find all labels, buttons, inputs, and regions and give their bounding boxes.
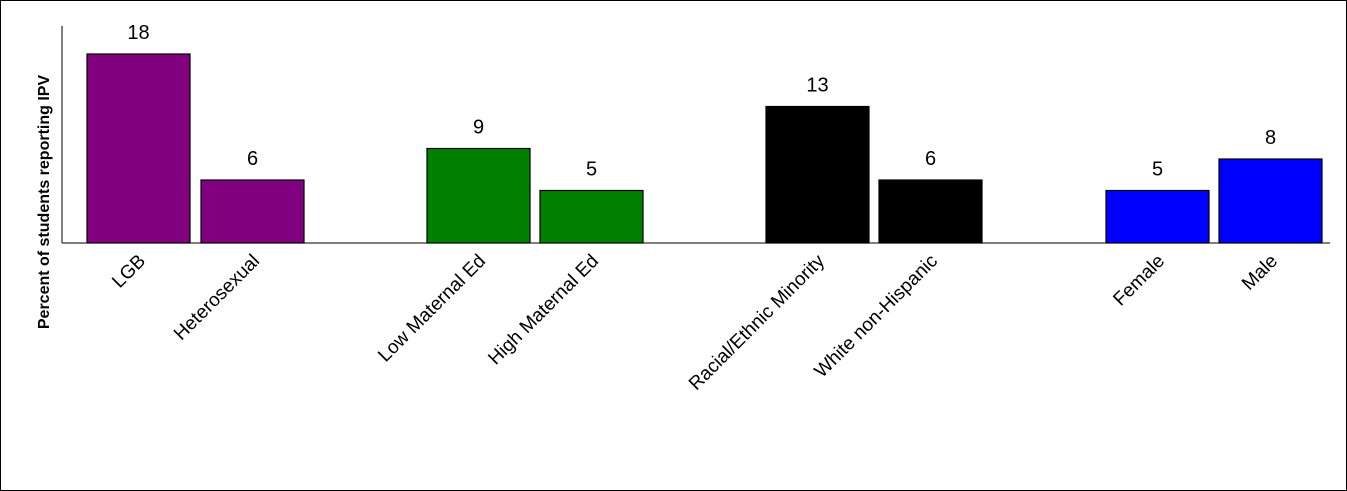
category-tick-label: Racial/Ethnic Minority bbox=[685, 250, 829, 394]
data-label: 13 bbox=[806, 75, 828, 97]
data-label: 9 bbox=[473, 117, 484, 139]
data-label: 5 bbox=[586, 159, 597, 181]
category-tick-label: Heterosexual bbox=[170, 251, 264, 345]
category-tick-label: Low Maternal Ed bbox=[374, 251, 490, 367]
bar-heterosexual bbox=[200, 179, 305, 244]
data-label: 8 bbox=[1265, 127, 1276, 149]
category-tick-label: Male bbox=[1238, 251, 1282, 295]
category-tick-label: Female bbox=[1109, 251, 1169, 311]
category-tick-label: LGB bbox=[108, 251, 150, 293]
bar-lgb bbox=[86, 53, 191, 244]
data-labels: 18 6 9 5 13 6 5 8 bbox=[127, 22, 1276, 181]
category-tick-label: High Maternal Ed bbox=[484, 251, 603, 370]
data-label: 6 bbox=[925, 148, 936, 170]
data-label: 18 bbox=[127, 22, 149, 44]
y-axis-label: Percent of students reporting IPV bbox=[36, 75, 53, 330]
bar-female bbox=[1105, 189, 1210, 244]
bar-low-maternal-ed bbox=[426, 147, 531, 244]
bar-racial-ethnic-minority bbox=[765, 105, 870, 244]
category-tick-label: White non-Hispanic bbox=[811, 251, 942, 382]
bar-white-non-hispanic bbox=[878, 179, 983, 244]
bars bbox=[86, 53, 1323, 244]
data-label: 6 bbox=[247, 148, 258, 170]
bar-male bbox=[1218, 158, 1323, 244]
data-label: 5 bbox=[1152, 159, 1163, 181]
bar-high-maternal-ed bbox=[539, 189, 644, 244]
